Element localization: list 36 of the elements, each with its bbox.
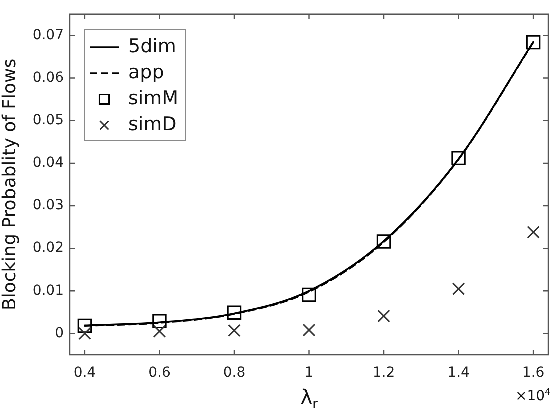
y-tick-label: 0.03 (32, 198, 64, 214)
point (527, 226, 540, 239)
x-tick-label: 1.6 (522, 365, 545, 382)
legend-label: app (128, 61, 164, 84)
point (376, 234, 392, 249)
x-tick-label: 0.4 (74, 365, 96, 382)
point (78, 318, 92, 334)
point (526, 35, 541, 50)
y-tick-label: 0.01 (32, 282, 64, 299)
x-tick-label: 1.4 (448, 365, 470, 382)
y-tick-label: 0.02 (32, 240, 64, 256)
point (152, 314, 167, 328)
x-tick-label: 1.2 (372, 365, 396, 382)
point (302, 324, 316, 337)
x-tick-label: 0.8 (223, 365, 246, 382)
y-tick-label: 0.05 (32, 112, 64, 128)
y-tick-label: 0.06 (32, 70, 64, 86)
text: ×10$^{4}$ (516, 388, 551, 404)
legend-label: simM (128, 87, 179, 110)
point (378, 310, 390, 323)
y-tick-label: 0 (55, 325, 64, 342)
point (227, 306, 242, 320)
point (78, 327, 92, 340)
x-tick-label: 1 (304, 365, 314, 382)
y-tick-label: 0.04 (32, 155, 64, 172)
x-tick-label: 0.6 (148, 365, 171, 382)
point (452, 282, 466, 296)
point (302, 288, 316, 302)
x-axis-title: λ$_{r}$ (300, 385, 318, 413)
y-tick-label: 0.07 (32, 27, 64, 44)
legend-label: simD (128, 113, 177, 136)
y-axis-title: Blocking Probablity of Flows (0, 58, 20, 311)
point (452, 151, 466, 166)
point (228, 324, 241, 338)
legend-label: 5dim (128, 35, 176, 58)
point (153, 325, 166, 338)
